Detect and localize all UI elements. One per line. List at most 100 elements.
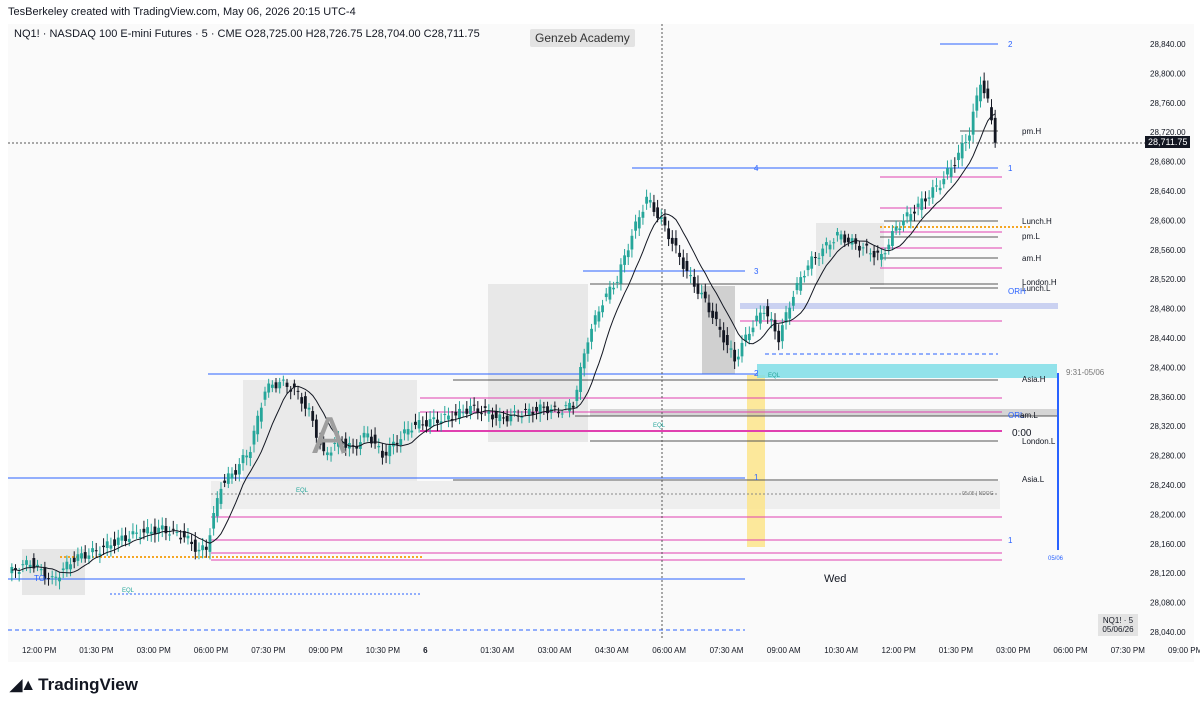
candle-body bbox=[612, 287, 615, 290]
candle-body bbox=[76, 554, 80, 561]
candle-body bbox=[252, 430, 256, 445]
candle-body bbox=[777, 330, 781, 343]
candle-body bbox=[201, 545, 205, 551]
candle-body bbox=[381, 450, 384, 458]
candle-body bbox=[773, 319, 777, 332]
candle-body bbox=[237, 464, 241, 475]
candle-body bbox=[791, 296, 795, 306]
label-range-date: 05/06 bbox=[1048, 556, 1064, 562]
candle-body bbox=[788, 307, 792, 319]
candle-body bbox=[491, 414, 494, 420]
candle-body bbox=[935, 185, 938, 187]
candle-body bbox=[968, 135, 971, 141]
candle-body bbox=[450, 418, 454, 421]
candle-body bbox=[531, 412, 535, 415]
tradingview-logo[interactable]: ◢▲ TradingView bbox=[10, 675, 138, 695]
candle-body bbox=[193, 539, 197, 552]
candle-body bbox=[469, 405, 472, 415]
candle-body bbox=[14, 568, 17, 571]
x-tick-label: 06:00 PM bbox=[1053, 646, 1088, 655]
moving-average-line bbox=[11, 113, 996, 574]
candle-body bbox=[190, 541, 194, 545]
candle-body bbox=[601, 305, 604, 313]
candle-body bbox=[410, 430, 414, 433]
candle-body bbox=[828, 244, 832, 250]
candle-body bbox=[219, 488, 223, 504]
candle-body bbox=[982, 80, 986, 94]
price-axis: 28,840.00 28,800.00 28,760.00 28,720.00 28,6… bbox=[1150, 40, 1186, 637]
label-aml: am.L bbox=[1020, 411, 1038, 420]
candle-body bbox=[799, 277, 803, 291]
candle-body bbox=[520, 416, 524, 418]
candle-body bbox=[135, 532, 138, 534]
tradingview-brand: TradingView bbox=[38, 675, 138, 694]
candle-body bbox=[656, 207, 660, 219]
candle-body bbox=[865, 243, 869, 246]
candle-body bbox=[465, 408, 469, 414]
candle-body bbox=[436, 419, 439, 424]
candle-body bbox=[975, 95, 979, 111]
candle-body bbox=[648, 199, 652, 203]
candle-body bbox=[149, 531, 153, 534]
candle-body bbox=[270, 384, 274, 388]
candle-body bbox=[256, 415, 260, 435]
candle-body bbox=[259, 407, 263, 422]
candle-body bbox=[373, 434, 377, 444]
label-big-a: A bbox=[312, 407, 347, 465]
zone-fvg-cyan bbox=[757, 364, 1057, 378]
x-tick-label: 10:30 PM bbox=[366, 646, 401, 655]
candle-body bbox=[891, 231, 894, 246]
candle-body bbox=[370, 436, 373, 444]
candle-body bbox=[292, 383, 296, 388]
y-tick-label: 28,200.00 bbox=[1150, 510, 1186, 519]
y-tick-label: 28,360.00 bbox=[1150, 393, 1186, 402]
candle-body bbox=[887, 244, 891, 250]
candle-body bbox=[157, 527, 161, 534]
candle-body bbox=[916, 203, 920, 208]
label-londonh: London.H bbox=[1022, 278, 1057, 287]
candle-body bbox=[505, 415, 509, 422]
candle-body bbox=[175, 532, 179, 534]
candle-body bbox=[957, 152, 960, 161]
label-eql-4: EQL bbox=[768, 373, 781, 379]
candle-body bbox=[105, 541, 109, 548]
candle-body bbox=[109, 545, 113, 549]
candle-body bbox=[94, 550, 98, 552]
zone-yellow-highlight bbox=[747, 375, 765, 547]
candle-body bbox=[869, 253, 872, 255]
y-tick-label: 28,800.00 bbox=[1150, 69, 1186, 78]
candle-body bbox=[817, 257, 821, 259]
candle-body bbox=[927, 197, 931, 199]
candle-body bbox=[938, 187, 942, 191]
candle-body bbox=[733, 349, 737, 362]
candle-body bbox=[579, 367, 582, 393]
candle-body bbox=[336, 437, 340, 447]
x-tick-label: 12:00 PM bbox=[22, 646, 57, 655]
x-tick-label: 09:00 PM bbox=[1168, 646, 1200, 655]
candle-body bbox=[164, 525, 168, 534]
zone-asia-box bbox=[22, 549, 85, 595]
candle-body bbox=[142, 528, 146, 533]
candle-body bbox=[986, 88, 990, 99]
candle-body bbox=[949, 167, 953, 177]
candle-body bbox=[766, 306, 770, 317]
tradingview-mark-icon: ◢▲ bbox=[10, 677, 36, 694]
y-tick-label: 28,640.00 bbox=[1150, 187, 1186, 196]
candle-body bbox=[667, 228, 671, 240]
candle-body bbox=[399, 439, 403, 446]
candle-body bbox=[443, 413, 447, 415]
y-tick-label: 28,320.00 bbox=[1150, 422, 1186, 431]
candle-body bbox=[630, 235, 634, 250]
x-tick-label: 03:00 AM bbox=[538, 646, 572, 655]
candle-body bbox=[953, 165, 957, 167]
y-tick-label: 28,040.00 bbox=[1150, 628, 1186, 637]
candle-body bbox=[447, 415, 450, 420]
x-tick-label: 6 bbox=[423, 646, 428, 655]
candle-body bbox=[905, 212, 909, 217]
candle-body bbox=[946, 168, 949, 175]
y-tick-label: 28,840.00 bbox=[1150, 40, 1186, 49]
candle-body bbox=[138, 537, 142, 539]
candle-body bbox=[483, 406, 487, 408]
candle-body bbox=[813, 257, 817, 259]
